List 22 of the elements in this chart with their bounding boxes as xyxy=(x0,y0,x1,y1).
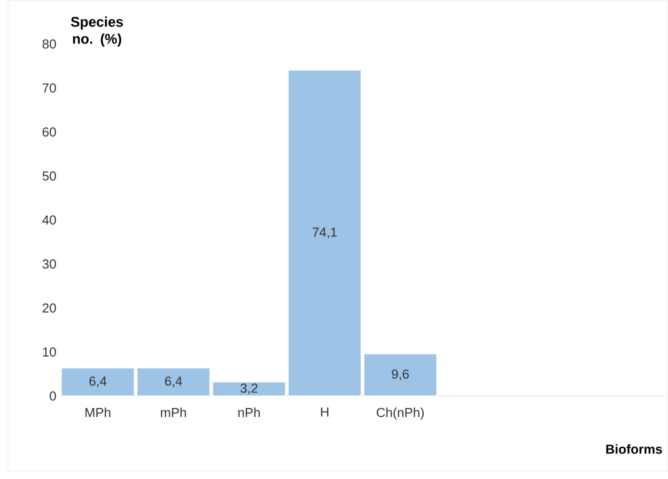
data-label: 3,2 xyxy=(240,384,258,394)
data-label: 6,4 xyxy=(165,376,182,388)
x-tick-label: Ch(nPh) xyxy=(376,408,424,420)
x-tick-label: MPh xyxy=(86,408,110,417)
x-axis-title: Bioforms xyxy=(606,444,662,454)
x-tick-label: mPh xyxy=(160,408,186,417)
y-tick-label: 0 xyxy=(50,391,56,401)
data-label: 6,4 xyxy=(89,376,106,388)
x-tick-label: H xyxy=(321,408,328,416)
y-tick-label: 80 xyxy=(42,39,56,49)
data-label: 74,1 xyxy=(312,228,337,238)
y-tick-label: 50 xyxy=(42,171,56,181)
x-tick-label: nPh xyxy=(238,408,260,417)
y-axis-title: Species no. (%) xyxy=(70,16,123,47)
y-tick-label: 30 xyxy=(42,259,56,269)
y-tick-label: 60 xyxy=(42,127,56,137)
bar xyxy=(363,353,438,396)
y-tick-label: 10 xyxy=(42,347,56,357)
data-label: 9,6 xyxy=(392,370,409,380)
y-tick-label: 70 xyxy=(42,83,56,93)
y-tick-label: 20 xyxy=(42,303,56,313)
y-tick-label: 40 xyxy=(42,215,56,225)
